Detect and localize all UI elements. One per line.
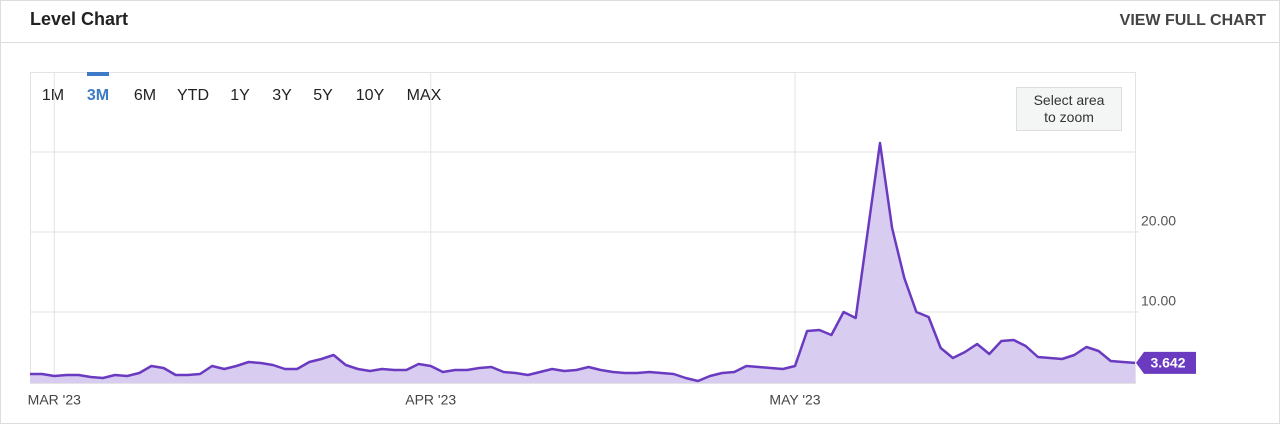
range-button[interactable]: 10Y	[356, 87, 385, 104]
range-button[interactable]: YTD	[177, 87, 209, 104]
range-button[interactable]: 1M	[42, 87, 64, 104]
x-tick-label: MAY '23	[769, 392, 820, 408]
range-button[interactable]: 3M	[87, 87, 109, 104]
y-tick-label: 10.00	[1141, 293, 1176, 309]
area	[30, 143, 1135, 383]
last-value-label: 3.642	[1150, 355, 1185, 371]
x-tick-label: APR '23	[405, 392, 456, 408]
zoom-hint[interactable]: Select area to zoom	[1016, 87, 1122, 131]
view-full-chart[interactable]: VIEW FULL CHART	[1120, 12, 1267, 29]
range-button[interactable]: 1Y	[230, 87, 250, 104]
range-button[interactable]: MAX	[407, 87, 442, 104]
line	[30, 141, 1136, 383]
header-title: Level Chart	[30, 9, 128, 29]
x-tick-label: MAR '23	[28, 392, 81, 408]
range-button[interactable]: 5Y	[313, 87, 333, 104]
selected-indicator	[87, 72, 109, 76]
plot-frame	[30, 72, 1136, 384]
y-tick-label: 20.00	[1141, 213, 1176, 229]
range-button[interactable]: 3Y	[272, 87, 292, 104]
last-value-flag	[1136, 351, 1196, 374]
range-button[interactable]: 6M	[134, 87, 156, 104]
